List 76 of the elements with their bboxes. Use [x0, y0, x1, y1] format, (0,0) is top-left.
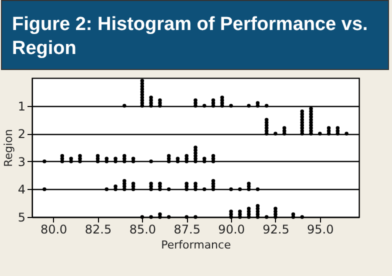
- x-tick-label: 92.5: [262, 222, 290, 236]
- point: [274, 206, 278, 211]
- point: [291, 212, 296, 216]
- point: [42, 160, 46, 164]
- point: [238, 210, 242, 214]
- y-tick-label: 1: [18, 99, 26, 114]
- point: [194, 146, 198, 150]
- chart-title: Figure 2: Histogram of Performance vs. Region: [1, 0, 389, 70]
- point: [131, 156, 136, 160]
- point: [202, 156, 206, 160]
- point: [256, 101, 260, 105]
- point: [344, 132, 348, 136]
- point: [184, 215, 188, 219]
- point: [122, 104, 126, 108]
- point: [246, 206, 251, 211]
- y-tick-label: 3: [18, 154, 26, 169]
- point: [282, 126, 286, 130]
- point: [122, 178, 126, 183]
- point: [114, 156, 118, 160]
- point: [176, 156, 180, 160]
- x-tick-label: 80.0: [40, 222, 68, 236]
- point: [149, 160, 153, 164]
- point: [229, 210, 233, 214]
- point: [264, 104, 268, 108]
- point: [264, 118, 268, 122]
- point: [229, 104, 233, 108]
- x-tick-label: 85.0: [129, 222, 156, 236]
- point: [256, 204, 260, 208]
- point: [326, 126, 331, 130]
- point: [300, 215, 304, 219]
- y-axis-title: Region: [2, 129, 15, 167]
- y-tick-label: 4: [18, 182, 26, 197]
- point: [166, 215, 171, 219]
- point: [318, 132, 322, 136]
- point: [69, 156, 73, 160]
- point: [122, 154, 126, 158]
- point: [202, 104, 206, 108]
- x-tick-label: 95.0: [307, 222, 334, 236]
- point: [194, 98, 198, 102]
- x-tick-label: 82.5: [84, 222, 112, 236]
- point: [166, 187, 171, 192]
- point: [158, 98, 162, 102]
- point: [78, 154, 82, 158]
- point: [184, 154, 188, 158]
- point: [229, 187, 233, 192]
- point: [149, 96, 153, 100]
- point: [202, 187, 206, 192]
- point: [104, 156, 109, 160]
- point: [274, 132, 278, 136]
- point: [211, 98, 216, 102]
- point: [211, 154, 216, 158]
- point: [264, 215, 268, 219]
- point: [158, 212, 162, 216]
- point: [140, 78, 144, 83]
- x-axis-title: Performance: [161, 238, 232, 252]
- point: [96, 154, 100, 158]
- point: [220, 96, 224, 100]
- point: [246, 104, 251, 108]
- point: [300, 109, 304, 114]
- point: [309, 106, 313, 110]
- point: [104, 187, 109, 192]
- point: [336, 126, 340, 130]
- point: [256, 187, 260, 192]
- point: [149, 215, 153, 219]
- point: [140, 215, 144, 219]
- y-tick-label: 5: [18, 210, 26, 224]
- point: [238, 187, 242, 192]
- point: [211, 178, 216, 183]
- x-tick-label: 90.0: [218, 222, 245, 236]
- y-tick-label: 2: [18, 127, 26, 142]
- point: [166, 154, 171, 158]
- x-tick-label: 87.5: [174, 222, 200, 236]
- point: [42, 187, 46, 192]
- point: [194, 215, 198, 219]
- point: [114, 184, 118, 188]
- point: [60, 154, 64, 158]
